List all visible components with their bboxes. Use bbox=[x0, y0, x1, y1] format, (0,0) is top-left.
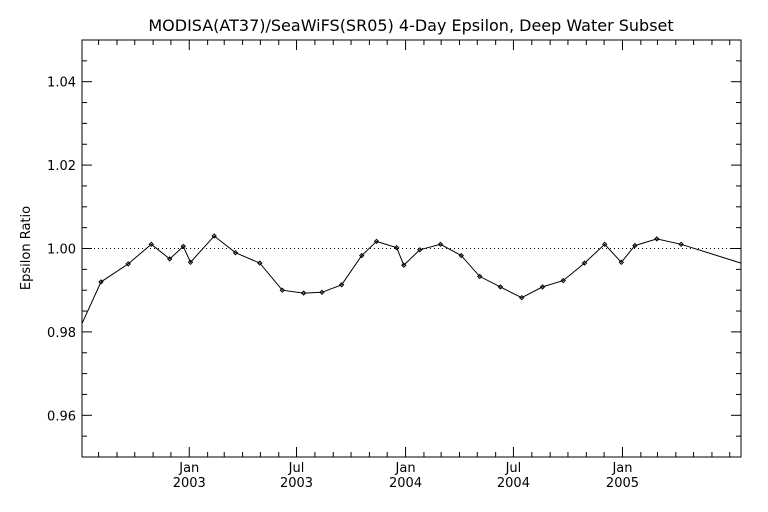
data-point bbox=[373, 238, 380, 245]
data-point bbox=[279, 287, 286, 293]
data-point bbox=[476, 273, 483, 280]
data-point bbox=[180, 243, 187, 250]
data-point bbox=[300, 290, 307, 296]
data-point bbox=[437, 241, 444, 248]
data-point bbox=[148, 241, 155, 248]
data-point bbox=[211, 233, 217, 239]
data-point bbox=[257, 260, 263, 266]
data-point bbox=[125, 261, 131, 267]
data-point bbox=[187, 259, 194, 266]
data-point bbox=[497, 284, 504, 290]
data-point bbox=[417, 247, 423, 253]
x-tick-label-year: 2004 bbox=[497, 476, 530, 491]
data-point bbox=[654, 236, 660, 242]
data-point bbox=[678, 241, 684, 248]
data-point bbox=[581, 260, 588, 266]
x-tick-label-year: 2005 bbox=[606, 476, 639, 491]
y-tick-label: 1.02 bbox=[47, 159, 76, 174]
x-tick-label-month: Jan bbox=[178, 461, 199, 476]
data-point bbox=[393, 244, 400, 251]
series-line bbox=[81, 235, 742, 324]
x-tick-label-year: 2003 bbox=[173, 476, 206, 491]
x-tick-label-month: Jul bbox=[288, 461, 305, 476]
x-tick-label-year: 2004 bbox=[389, 476, 422, 491]
y-tick-label: 1.00 bbox=[47, 243, 76, 258]
data-point bbox=[98, 279, 104, 285]
y-tick-label: 0.96 bbox=[47, 409, 76, 424]
data-point bbox=[458, 252, 465, 259]
data-point bbox=[338, 282, 345, 288]
y-axis-label: Epsilon Ratio bbox=[19, 206, 34, 290]
x-tick-label-month: Jan bbox=[395, 461, 416, 476]
data-point bbox=[401, 262, 407, 268]
data-point bbox=[632, 242, 638, 249]
y-axis: 0.96 0.98 1.00 1.02 1.04 bbox=[47, 39, 741, 458]
data-point bbox=[358, 252, 365, 259]
series-points bbox=[98, 233, 684, 301]
data-point bbox=[166, 256, 173, 262]
x-tick-label-year: 2003 bbox=[280, 476, 313, 491]
data-point bbox=[232, 249, 239, 256]
y-tick-label: 0.98 bbox=[47, 326, 76, 341]
data-point bbox=[618, 259, 625, 266]
data-point bbox=[518, 294, 525, 301]
chart-title: MODISA(AT37)/SeaWiFS(SR05) 4-Day Epsilon… bbox=[148, 16, 673, 35]
x-tick-label-month: Jul bbox=[505, 461, 522, 476]
data-point bbox=[601, 241, 608, 248]
data-point bbox=[560, 277, 566, 284]
x-tick-label-month: Jan bbox=[611, 461, 632, 476]
data-point bbox=[319, 289, 325, 296]
y-tick-label: 1.04 bbox=[47, 76, 76, 91]
data-point bbox=[539, 284, 546, 290]
